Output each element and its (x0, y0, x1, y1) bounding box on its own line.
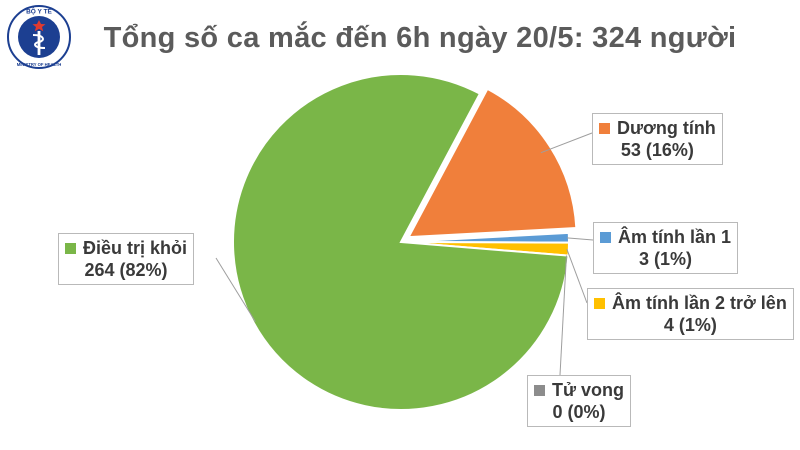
label-tu-vong: Tử vong (552, 380, 625, 400)
leader-line (566, 248, 588, 304)
callout-am-tinh-lan-1: Âm tính lần 1 3 (1%) (593, 222, 739, 274)
callout-am-tinh-lan-2: Âm tính lần 2 trở lên 4 (1%) (587, 288, 794, 340)
legend-swatch-duong-tinh (599, 122, 610, 134)
label-dieu-tri-khoi: Điều trị khỏi (83, 238, 188, 258)
chart-title: Tổng số ca mắc đến 6h ngày 20/5: 324 ngư… (103, 22, 737, 54)
label-am-tinh-lan-1: Âm tính lần 1 (618, 227, 732, 247)
svg-text:MINISTRY OF HEALTH: MINISTRY OF HEALTH (17, 62, 62, 67)
value-am-tinh-lan-1: 3 (1%) (639, 249, 693, 269)
value-tu-vong: 0 (0%) (552, 402, 606, 422)
label-am-tinh-lan-2: Âm tính lần 2 trở lên (612, 293, 787, 313)
value-duong-tinh: 53 (16%) (620, 140, 694, 160)
legend-swatch-am-tinh-lan-2 (594, 297, 605, 309)
callout-dieu-tri-khoi: Điều trị khỏi 264 (82%) (58, 233, 195, 285)
slice-duong-tinh (406, 87, 578, 239)
leader-line (559, 255, 567, 376)
value-am-tinh-lan-2: 4 (1%) (663, 315, 717, 335)
leader-line (215, 257, 256, 322)
callout-duong-tinh: Dương tính 53 (16%) (592, 113, 723, 165)
label-duong-tinh: Dương tính (617, 118, 716, 138)
leader-line (540, 132, 593, 154)
ministry-of-health-emblem-icon: BỘ Y TẾ MINISTRY OF HEALTH (7, 5, 71, 69)
legend-swatch-am-tinh-lan-1 (600, 231, 611, 243)
value-dieu-tri-khoi: 264 (82%) (84, 260, 168, 280)
legend-swatch-tu-vong (534, 384, 545, 396)
callout-tu-vong: Tử vong 0 (0%) (527, 375, 632, 427)
svg-text:BỘ Y TẾ: BỘ Y TẾ (26, 6, 52, 16)
leader-line (566, 237, 594, 241)
slice-dieu-tri-khoi (232, 73, 570, 411)
legend-swatch-dieu-tri-khoi (65, 242, 76, 254)
